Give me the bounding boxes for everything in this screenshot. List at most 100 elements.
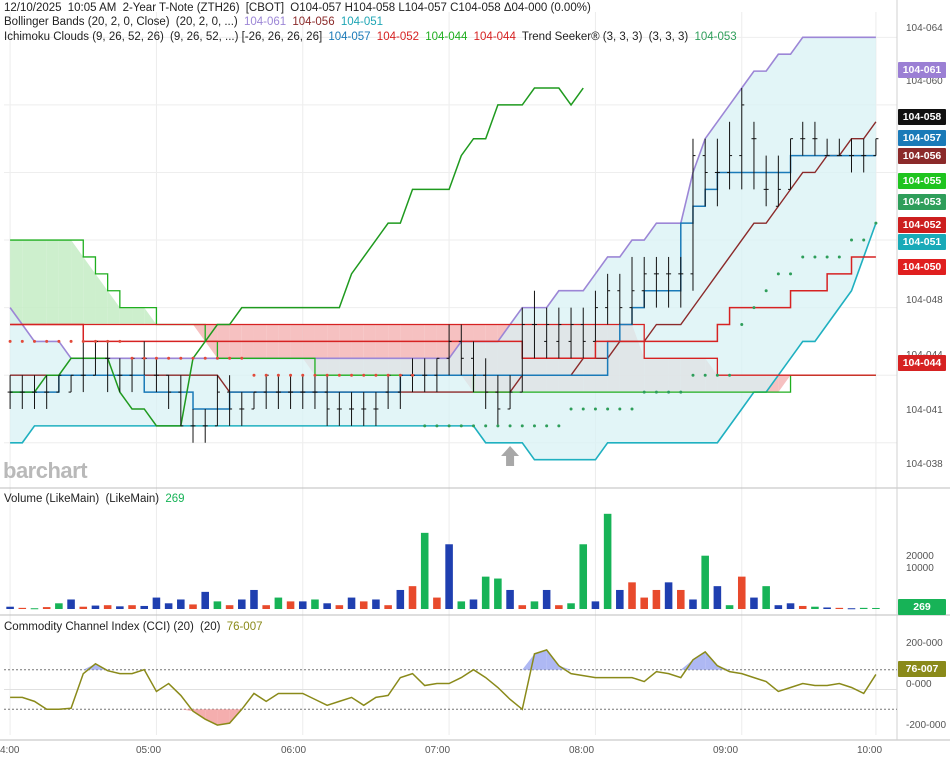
volume-bar [579, 544, 588, 609]
trend-seeker-dot [764, 289, 768, 293]
cloud-segment [22, 240, 35, 325]
trend-seeker-value: 104-053 [694, 31, 737, 43]
trend-seeker-dot [715, 373, 719, 377]
trend-seeker-dot [386, 373, 390, 377]
volume-bar [225, 605, 234, 609]
volume-bar [652, 589, 661, 609]
bollinger-lower-line [10, 222, 877, 461]
price-bar [788, 138, 794, 190]
price-bar [714, 138, 720, 207]
price-bar [458, 324, 464, 376]
price-bar [861, 138, 867, 173]
volume-bar [823, 607, 831, 609]
volume-bar [506, 589, 514, 609]
volume-bar [420, 532, 429, 609]
volume-legend[interactable]: Volume (LikeMain) (LikeMain) 269 [4, 493, 188, 505]
cloud-segment [107, 290, 120, 325]
trend-seeker-dot [789, 272, 793, 276]
price-bar [324, 375, 330, 426]
header-date: 12/10/2025 [4, 2, 62, 14]
volume-bar [274, 597, 283, 609]
cci-line [10, 649, 877, 726]
price-tick: 104-064 [906, 23, 943, 34]
volume-bar [701, 555, 709, 609]
price-bar [763, 155, 769, 207]
bollinger-params: (20, 2, 0, ...) [175, 16, 238, 28]
badge-chikou: 104-055 [898, 173, 946, 189]
volume-bar [713, 586, 722, 609]
trend-seeker-dot [252, 373, 256, 377]
price-bar [434, 357, 440, 393]
trend-seeker-dot [581, 407, 585, 411]
price-bar [849, 138, 855, 173]
volume-bar [859, 607, 868, 609]
cci-overbought-fill [534, 649, 547, 670]
trend-seeker-dots [8, 221, 878, 428]
price-bar [105, 341, 111, 393]
ichimoku-legend[interactable]: Ichimoku Clouds (9, 26, 52, 26) (9, 26, … [4, 31, 740, 43]
bollinger-upper-value: 104-061 [243, 16, 287, 28]
cci-legend[interactable]: Commodity Channel Index (CCI) (20) (20) … [4, 621, 266, 633]
volume-bar [177, 599, 185, 609]
time-tick: 08:00 [569, 745, 595, 756]
trend-seeker-dot [423, 424, 427, 428]
trend-seeker-dot [557, 424, 561, 428]
price-bar [775, 155, 781, 207]
volume-bar [128, 605, 136, 609]
volume-params: (LikeMain) [105, 493, 160, 505]
volume-bar [835, 607, 844, 609]
volume-bar [628, 582, 636, 609]
price-bar [470, 341, 476, 393]
price-bar [19, 375, 25, 409]
cci-overbought-fill [558, 665, 572, 670]
volume-bar [750, 597, 758, 609]
volume-bar [518, 605, 527, 609]
trend-seeker-dot [545, 424, 549, 428]
price-bar [653, 256, 659, 308]
bollinger-lower-value: 104-051 [340, 16, 384, 28]
bollinger-legend[interactable]: Bollinger Bands (20, 2, 0, Close) (20, 2… [4, 16, 386, 28]
trend-seeker-dot [57, 339, 61, 343]
price-bar [373, 392, 379, 426]
badge-span: 104-044 [898, 355, 946, 371]
cci-overbought-fill [680, 659, 693, 670]
cloud-segment [58, 240, 72, 325]
trend-seeker-dot [264, 373, 268, 377]
volume-bar [335, 605, 344, 609]
cloud-segment [83, 256, 96, 325]
volume-bar [555, 605, 563, 609]
price-bar [275, 375, 281, 409]
volume-bar [311, 599, 319, 609]
volume-bar [616, 589, 624, 609]
volume-bar [445, 544, 453, 609]
volume-bar [433, 597, 441, 609]
bollinger-upper-line [9, 36, 876, 360]
trend-seeker-dot [118, 339, 122, 343]
axes [501, 446, 520, 466]
volume-bar [408, 586, 417, 609]
trend-seeker-dot [532, 424, 536, 428]
trend-seeker-dot [862, 238, 866, 242]
price-bar [446, 324, 452, 376]
badge-cci: 76-007 [898, 661, 946, 677]
badge-kijun: 104-052 [898, 217, 946, 233]
volume-bar [542, 589, 551, 609]
volume-label: Volume (LikeMain) [4, 493, 100, 505]
badge-bb-mid: 104-056 [898, 148, 946, 164]
price-tick: 104-041 [906, 405, 943, 416]
price-bar [580, 307, 586, 359]
volume-bar [116, 606, 124, 609]
price-bar [495, 375, 501, 426]
header-legend: 12/10/2025 10:05 AM 2-Year T-Note (ZTH26… [4, 2, 594, 14]
trend-seeker-dot [362, 373, 366, 377]
volume-bar [6, 606, 14, 609]
trend-seeker-dot [618, 407, 622, 411]
price-bar [117, 358, 123, 393]
trend-seeker-dot [228, 356, 232, 360]
price-bar [800, 121, 806, 156]
price-bar [166, 374, 172, 409]
header-instrument[interactable]: 2-Year T-Note (ZTH26) [122, 2, 240, 14]
price-bar [739, 88, 745, 190]
price-bar [349, 392, 355, 426]
trend-seeker-dot [471, 424, 475, 428]
